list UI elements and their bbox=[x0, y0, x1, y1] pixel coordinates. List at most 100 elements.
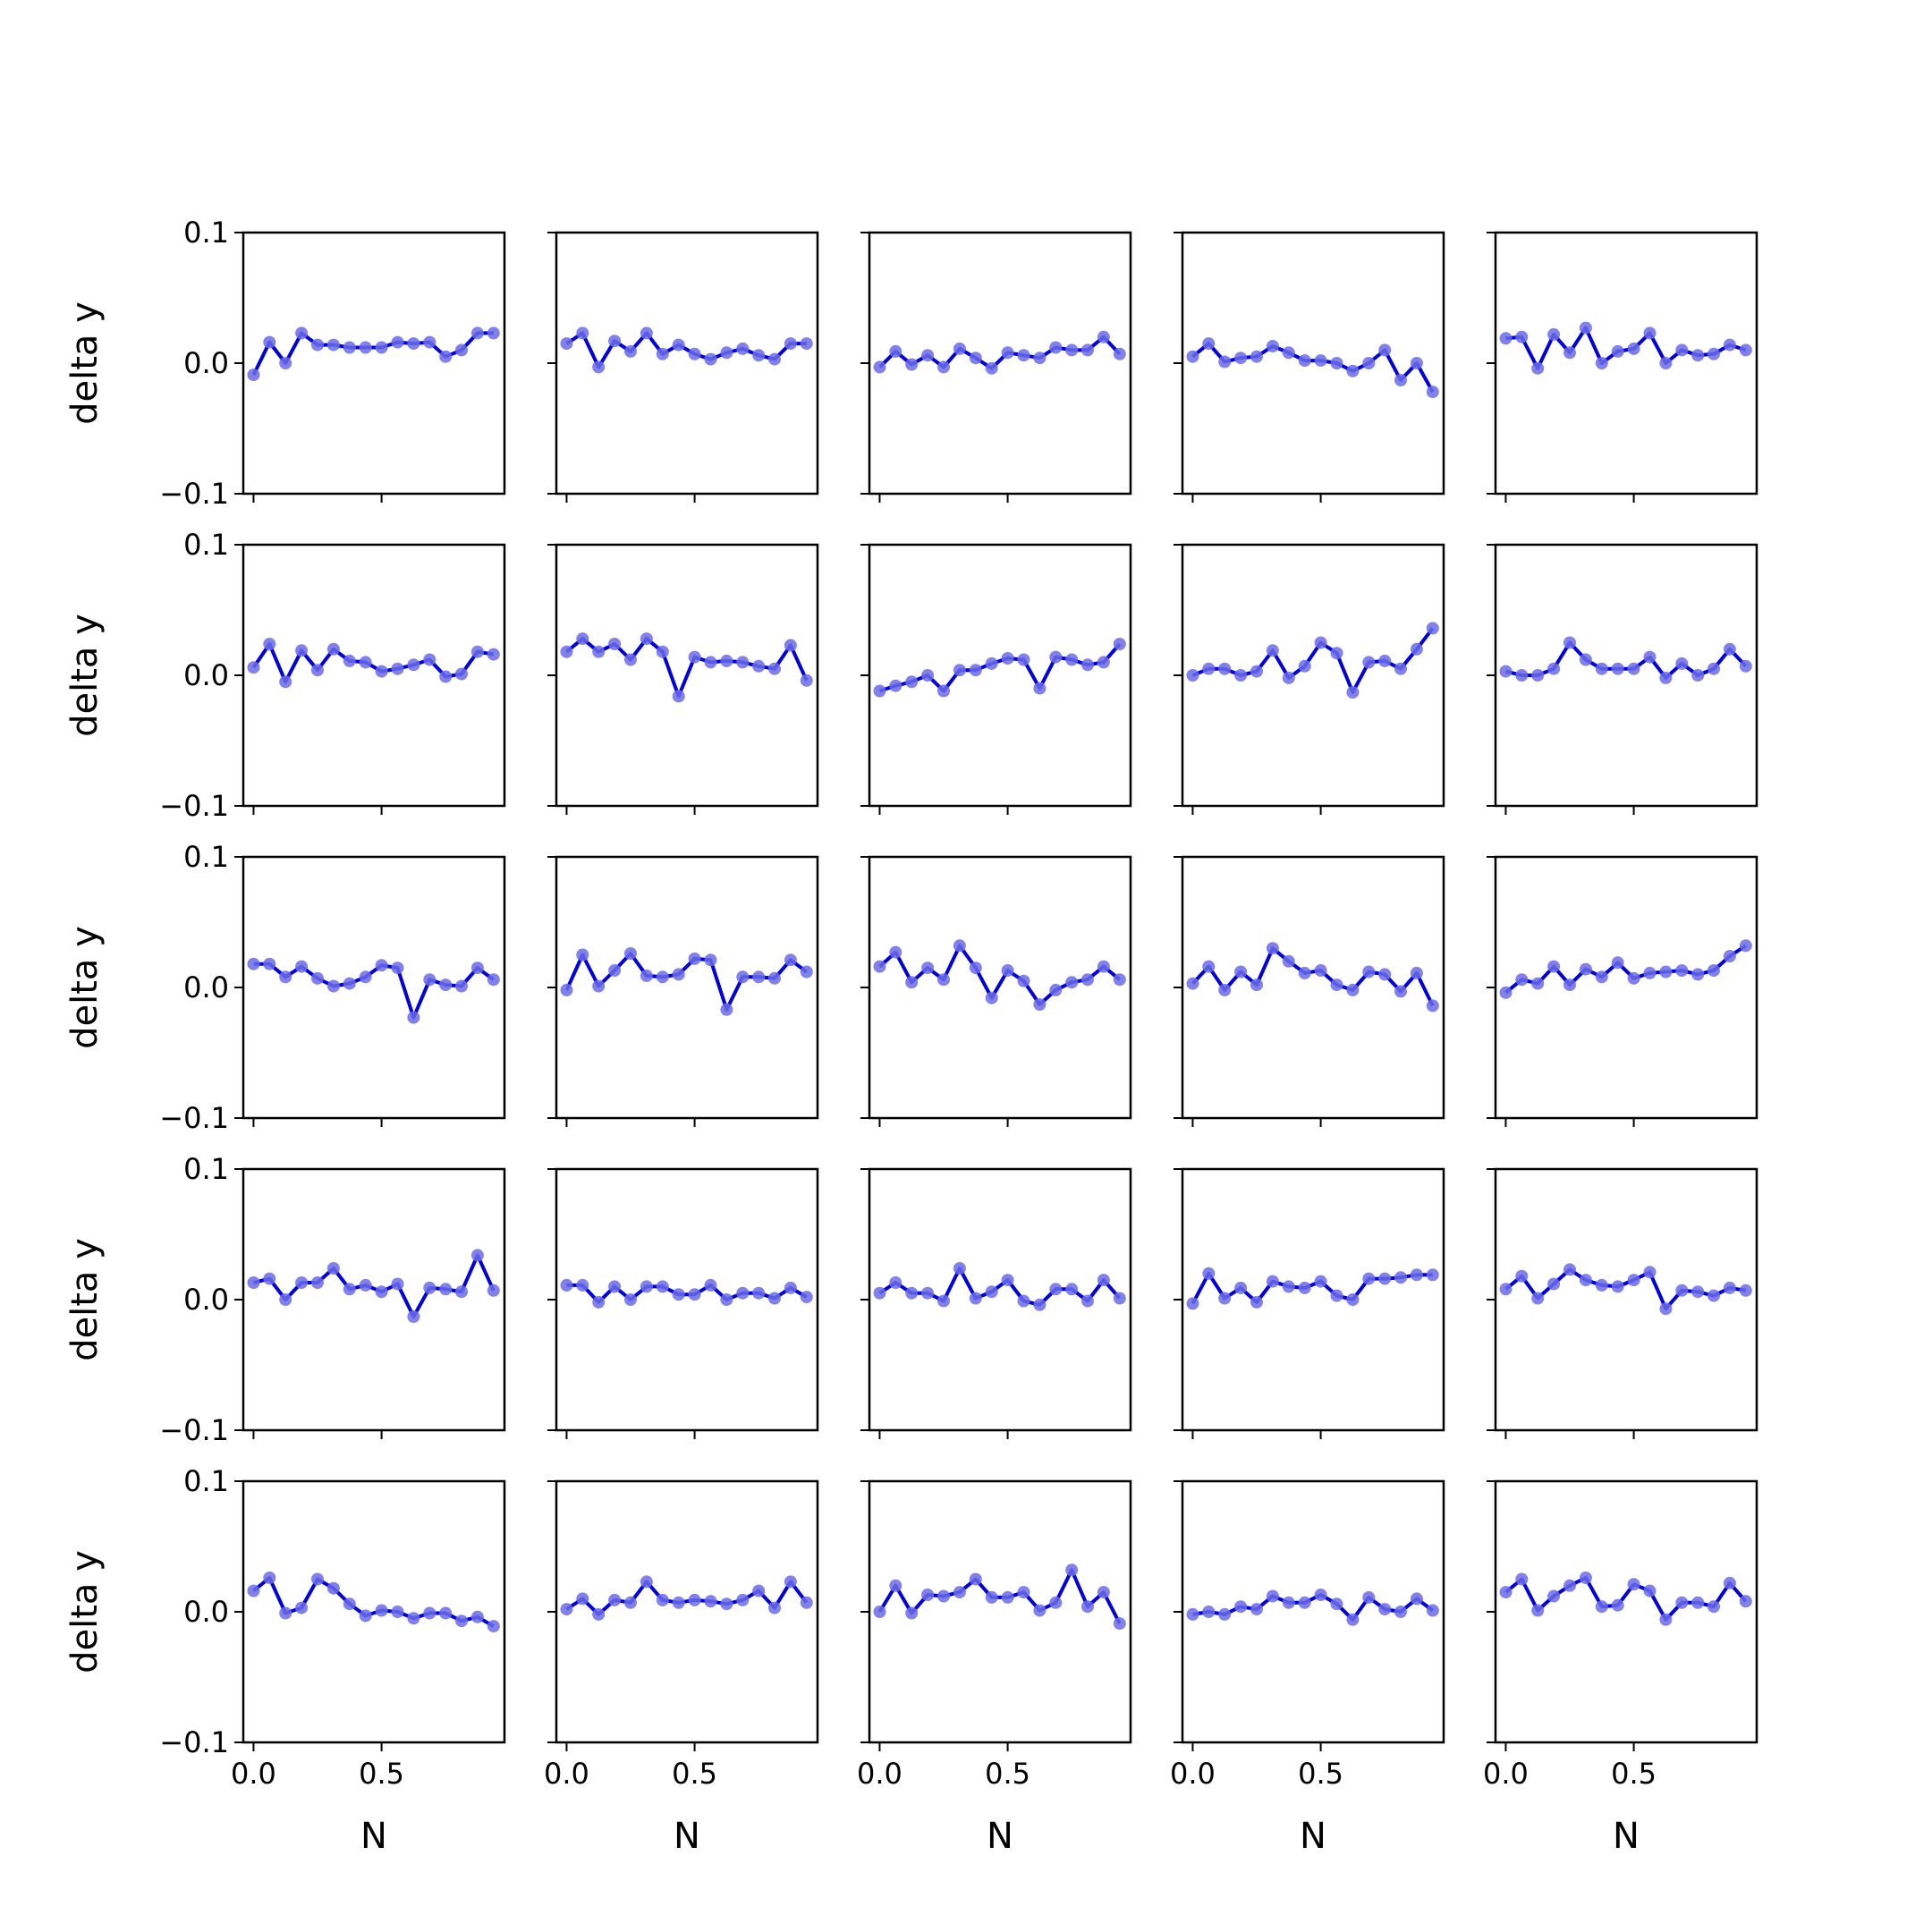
data-point bbox=[704, 1278, 717, 1292]
data-point bbox=[1499, 665, 1513, 678]
data-point bbox=[1218, 355, 1232, 369]
y-tick-label: 0.1 bbox=[183, 1464, 229, 1498]
data-point bbox=[439, 350, 453, 363]
data-point bbox=[1394, 985, 1407, 998]
data-point bbox=[985, 1285, 998, 1299]
data-point bbox=[1033, 682, 1046, 695]
data-point bbox=[1675, 657, 1689, 670]
data-point bbox=[326, 1262, 340, 1275]
data-point bbox=[407, 1011, 420, 1024]
data-point bbox=[1234, 1600, 1248, 1614]
data-point bbox=[1001, 1590, 1014, 1604]
data-point bbox=[1595, 357, 1608, 369]
x-tick-label: 0.0 bbox=[1170, 1757, 1216, 1791]
panel-r3-c1: −0.1 0.0 0.1 delta y bbox=[64, 840, 506, 1135]
data-point bbox=[470, 645, 484, 658]
data-point bbox=[1017, 653, 1030, 666]
data-point bbox=[375, 1285, 388, 1299]
data-point bbox=[1282, 1280, 1295, 1293]
panel-r1-c3 bbox=[860, 231, 1132, 503]
data-point bbox=[1707, 964, 1720, 977]
data-point bbox=[624, 947, 637, 960]
data-point bbox=[592, 645, 606, 658]
data-point bbox=[1065, 976, 1079, 989]
data-point bbox=[1186, 1607, 1199, 1621]
data-point bbox=[1531, 1604, 1545, 1617]
data-point bbox=[784, 1575, 797, 1589]
data-point bbox=[752, 1286, 766, 1300]
data-point bbox=[969, 352, 982, 365]
data-point bbox=[1691, 1596, 1705, 1609]
data-point bbox=[1547, 1277, 1561, 1291]
data-point bbox=[1250, 979, 1263, 992]
series-line bbox=[1191, 627, 1435, 694]
data-point bbox=[1659, 357, 1673, 369]
y-tick-label: 0.0 bbox=[183, 970, 229, 1004]
data-point bbox=[263, 1572, 276, 1584]
data-point bbox=[1499, 332, 1513, 345]
data-point bbox=[1282, 954, 1295, 968]
data-point bbox=[937, 684, 950, 698]
x-tick-label: 0.0 bbox=[231, 1757, 276, 1791]
data-point bbox=[1081, 658, 1094, 672]
data-point bbox=[1314, 636, 1327, 649]
y-tick-label: −0.1 bbox=[159, 1101, 229, 1135]
data-point bbox=[247, 369, 260, 382]
data-point bbox=[1330, 1289, 1343, 1302]
data-point bbox=[1643, 1584, 1657, 1597]
data-point bbox=[953, 939, 966, 953]
data-point bbox=[1234, 352, 1248, 365]
data-point bbox=[1531, 1292, 1545, 1305]
series-line bbox=[251, 642, 495, 684]
data-point bbox=[688, 1593, 701, 1606]
data-point bbox=[1378, 968, 1392, 981]
data-point bbox=[375, 1604, 388, 1617]
x-axis-label: N bbox=[1613, 1816, 1640, 1857]
data-point bbox=[656, 347, 669, 360]
axes-frame bbox=[555, 1167, 819, 1432]
series-line bbox=[878, 1267, 1122, 1307]
axes-frame bbox=[242, 1167, 506, 1432]
y-tick-label: −0.1 bbox=[159, 1413, 229, 1447]
data-point bbox=[592, 360, 606, 374]
data-point bbox=[1410, 1268, 1423, 1282]
panel-r3-c2 bbox=[547, 855, 819, 1127]
series-line bbox=[1505, 640, 1748, 680]
data-point bbox=[873, 1286, 886, 1300]
panel-r5-c5: 0.0 0.5 N bbox=[1483, 1479, 1758, 1857]
data-point bbox=[1113, 638, 1126, 650]
data-point bbox=[1659, 671, 1673, 684]
data-point bbox=[1579, 1572, 1592, 1584]
data-point bbox=[263, 957, 276, 970]
data-point bbox=[1298, 354, 1311, 368]
series-line bbox=[252, 1576, 495, 1628]
data-point bbox=[921, 962, 935, 975]
data-point bbox=[1113, 347, 1126, 360]
data-point bbox=[985, 1590, 998, 1604]
data-point bbox=[439, 1606, 453, 1620]
y-tick-label: 0.1 bbox=[183, 528, 229, 562]
data-point bbox=[1202, 337, 1216, 351]
data-point bbox=[1410, 642, 1423, 656]
data-point bbox=[1186, 669, 1199, 682]
data-point bbox=[1017, 1586, 1030, 1599]
data-point bbox=[487, 326, 500, 340]
data-point bbox=[640, 326, 653, 340]
data-point bbox=[1563, 979, 1576, 992]
data-point bbox=[455, 343, 468, 357]
data-point bbox=[576, 326, 589, 340]
data-point bbox=[1065, 1283, 1079, 1296]
data-point bbox=[1298, 1281, 1311, 1294]
data-point bbox=[1049, 650, 1063, 664]
data-point bbox=[937, 1294, 950, 1308]
data-point bbox=[391, 962, 404, 975]
data-point bbox=[391, 662, 404, 675]
data-point bbox=[969, 962, 982, 975]
data-point bbox=[672, 1596, 685, 1609]
x-tick-label: 0.5 bbox=[672, 1757, 717, 1791]
data-point bbox=[937, 1589, 950, 1603]
data-point bbox=[736, 1286, 750, 1300]
y-axis-label: delta y bbox=[64, 614, 106, 737]
series-line bbox=[1192, 1593, 1434, 1622]
data-point bbox=[1627, 971, 1640, 985]
